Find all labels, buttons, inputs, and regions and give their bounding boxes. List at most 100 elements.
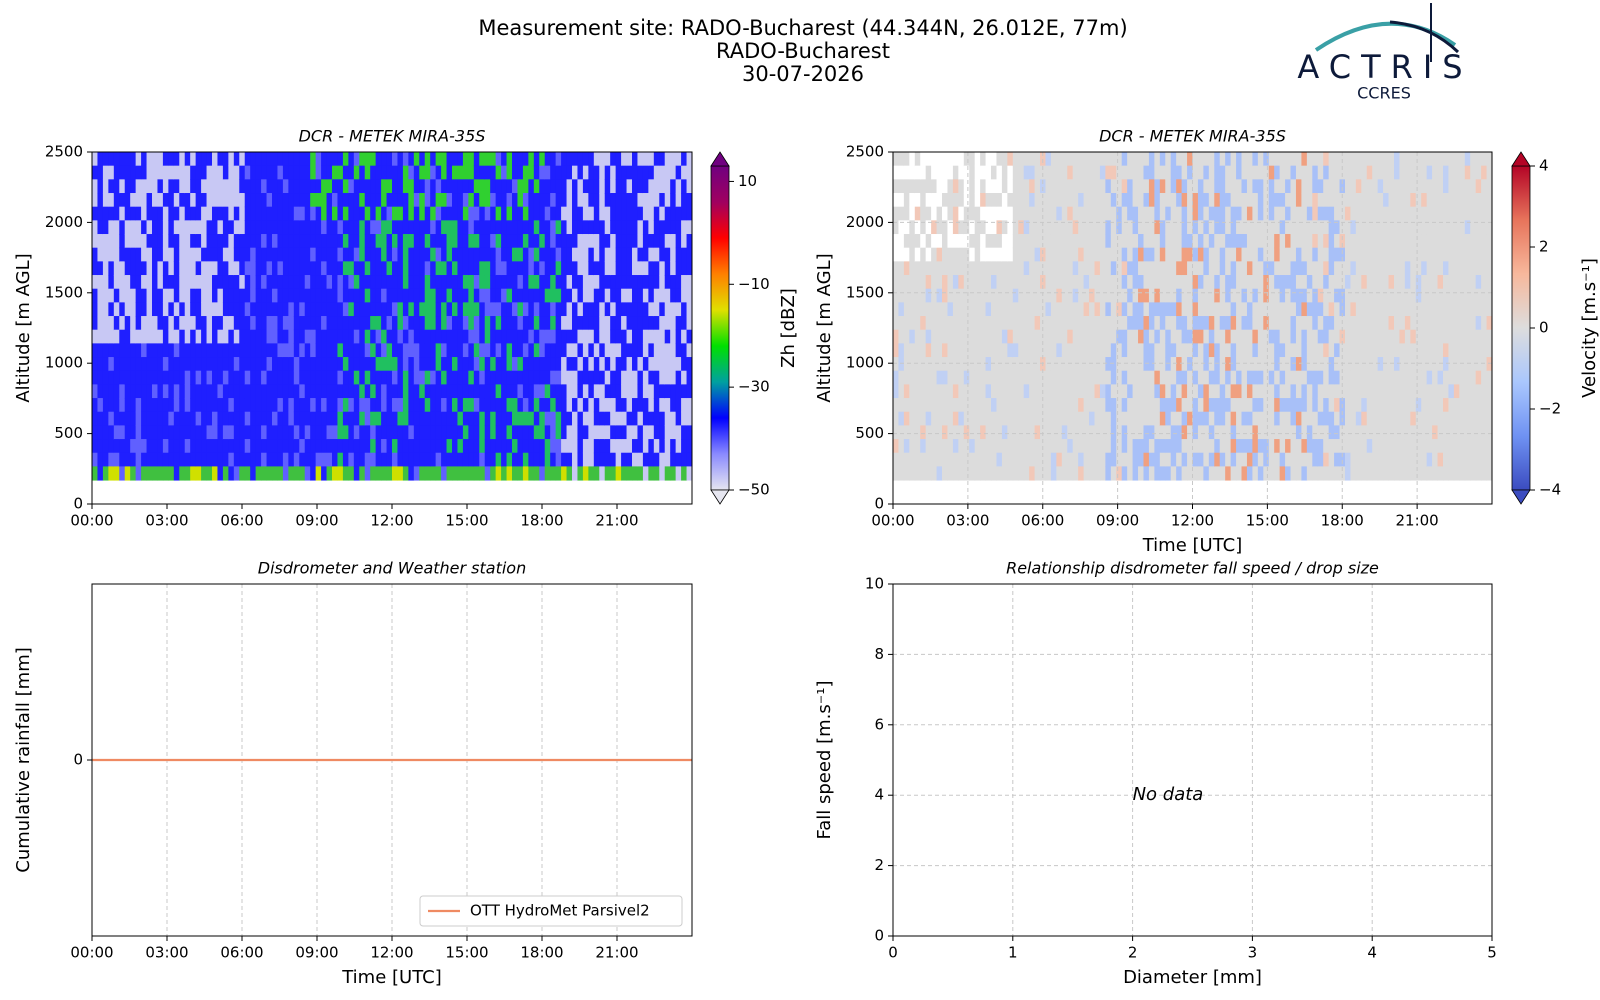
radar-pixel <box>1214 466 1221 481</box>
radar-pixel <box>250 466 257 481</box>
radar-pixel <box>462 234 469 249</box>
radar-pixel <box>157 234 164 249</box>
radar-pixel <box>991 398 997 413</box>
radar-pixel <box>1148 370 1155 385</box>
radar-pixel <box>1018 425 1025 440</box>
radar-pixel <box>392 220 398 235</box>
radar-pixel <box>599 288 606 303</box>
radar-pixel <box>1159 193 1166 208</box>
radar-pixel <box>588 275 595 290</box>
radar-pixel <box>1214 384 1221 399</box>
radar-pixel <box>228 398 235 413</box>
radar-pixel <box>903 165 910 180</box>
radar-pixel <box>1350 425 1357 440</box>
radar-pixel <box>1268 370 1275 385</box>
radar-pixel <box>539 152 546 167</box>
radar-pixel <box>1154 384 1161 399</box>
radar-pixel <box>544 316 551 331</box>
radar-pixel <box>1138 247 1144 262</box>
radar-pixel <box>381 370 388 385</box>
radar-pixel <box>288 220 295 235</box>
radar-pixel <box>1328 398 1335 413</box>
radar-pixel <box>1344 193 1351 208</box>
radar-pixel <box>381 234 388 249</box>
radar-pixel <box>162 425 169 440</box>
radar-pixel <box>1034 425 1041 440</box>
radar-pixel <box>931 384 938 399</box>
y-tick-label: 1500 <box>45 283 83 301</box>
radar-pixel <box>1176 329 1183 344</box>
radar-pixel <box>168 329 175 344</box>
radar-pixel <box>582 384 589 399</box>
radar-pixel <box>1252 247 1259 262</box>
radar-pixel <box>228 288 235 303</box>
radar-pixel <box>1377 452 1384 467</box>
radar-pixel <box>632 275 638 290</box>
radar-pixel <box>299 261 306 276</box>
radar-pixel <box>408 220 415 235</box>
radar-pixel <box>146 370 153 385</box>
radar-pixel <box>517 425 524 440</box>
radar-pixel <box>1078 411 1085 426</box>
radar-pixel <box>152 439 158 454</box>
radar-pixel <box>615 220 622 235</box>
radar-pixel <box>152 261 158 276</box>
radar-pixel <box>1034 398 1041 413</box>
radar-pixel <box>1170 206 1177 221</box>
radar-pixel <box>675 439 682 454</box>
radar-pixel <box>266 439 273 454</box>
radar-pixel <box>1214 329 1221 344</box>
radar-pixel <box>201 425 208 440</box>
radar-pixel <box>1165 179 1172 194</box>
radar-pixel <box>102 261 109 276</box>
radar-pixel <box>1127 384 1134 399</box>
radar-pixel <box>299 220 306 235</box>
radar-pixel <box>484 343 491 358</box>
radar-pixel <box>1404 165 1411 180</box>
radar-pixel <box>1219 384 1226 399</box>
radar-pixel <box>206 288 213 303</box>
radar-pixel <box>958 316 965 331</box>
radar-pixel <box>501 247 508 262</box>
radar-pixel <box>359 329 366 344</box>
radar-pixel <box>1285 343 1292 358</box>
radar-pixel <box>108 288 115 303</box>
radar-pixel <box>457 288 464 303</box>
radar-pixel <box>261 398 268 413</box>
radar-pixel <box>980 206 987 221</box>
radar-pixel <box>353 398 360 413</box>
radar-pixel <box>893 288 899 303</box>
radar-pixel <box>250 425 257 440</box>
radar-pixel <box>1208 275 1215 290</box>
radar-pixel <box>1067 220 1074 235</box>
radar-pixel <box>958 452 965 467</box>
radar-pixel <box>1132 316 1139 331</box>
radar-pixel <box>490 206 497 221</box>
radar-pixel <box>1121 411 1128 426</box>
radar-pixel <box>1050 329 1057 344</box>
radar-pixel <box>146 302 153 317</box>
radar-pixel <box>1361 329 1368 344</box>
radar-pixel <box>533 384 540 399</box>
radar-pixel <box>991 439 997 454</box>
radar-pixel <box>1110 425 1117 440</box>
radar-pixel <box>1393 329 1400 344</box>
radar-pixel <box>1197 275 1204 290</box>
radar-pixel <box>572 316 578 331</box>
radar-pixel <box>375 411 382 426</box>
radar-pixel <box>277 206 284 221</box>
radar-pixel <box>1083 384 1090 399</box>
radar-pixel <box>473 261 480 276</box>
radar-pixel <box>1377 316 1384 331</box>
radar-pixel <box>157 439 164 454</box>
radar-pixel <box>996 425 1003 440</box>
radar-pixel <box>963 452 970 467</box>
radar-pixel <box>250 411 257 426</box>
radar-pixel <box>1148 288 1155 303</box>
radar-pixel <box>533 234 540 249</box>
radar-pixel <box>920 165 927 180</box>
radar-pixel <box>555 220 562 235</box>
radar-pixel <box>974 316 981 331</box>
radar-pixel <box>1225 452 1232 467</box>
radar-pixel <box>1094 247 1101 262</box>
